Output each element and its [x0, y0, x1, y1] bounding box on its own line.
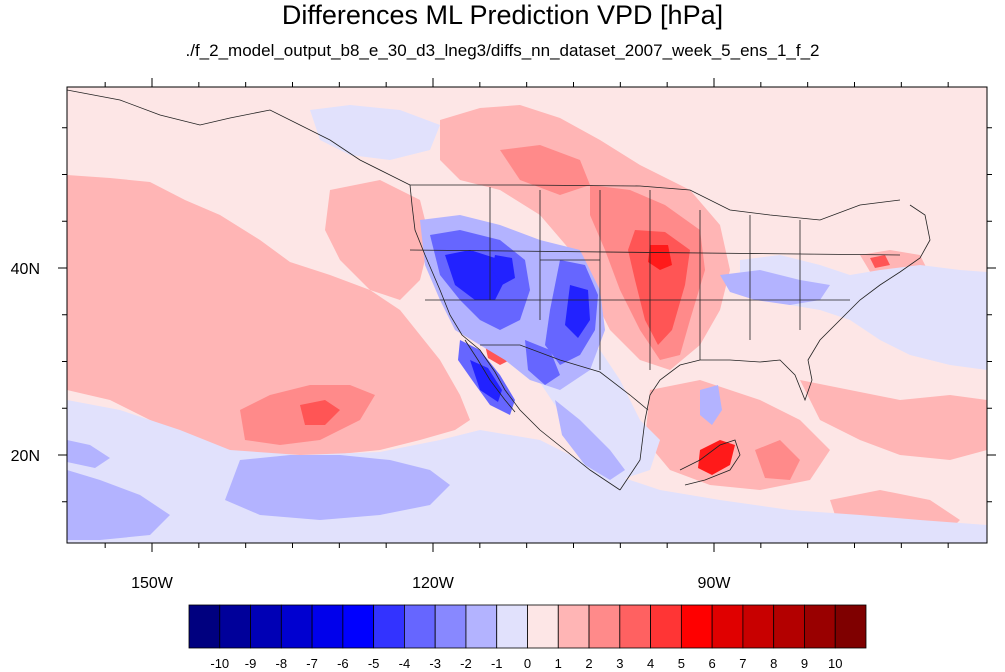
colorbar-label: 0: [524, 656, 531, 671]
colorbar-swatch: [373, 604, 405, 649]
colorbar-label: -6: [337, 656, 349, 671]
field-minus2-mexico: [555, 400, 625, 480]
field-plus1-atlantic: [800, 380, 987, 460]
y-tick-label: 20N: [11, 448, 40, 465]
field-plus1-baja: [325, 180, 430, 300]
colorbar-swatch: [465, 604, 498, 649]
x-tick-label: 120W: [412, 575, 455, 592]
field-plus2-north: [500, 145, 590, 195]
colorbar-label: 3: [616, 656, 623, 671]
colorbar-swatch: [834, 604, 867, 649]
colorbar-label: 5: [678, 656, 685, 671]
axis-ticks: [58, 78, 996, 552]
colorbar-swatch: [280, 604, 313, 649]
field-minus5-baja: [470, 360, 502, 402]
field-minus2-southeast: [720, 270, 830, 305]
colorbar: [188, 604, 867, 649]
colorbar-swatch: [404, 604, 436, 649]
colorbar-label: 4: [647, 656, 654, 671]
colorbar-label: 8: [770, 656, 777, 671]
canada-coast: [67, 89, 411, 186]
colorbar-swatch: [773, 604, 805, 649]
field-plus6-regions: [648, 245, 735, 475]
political-boundaries: [67, 89, 931, 491]
field-minus3-sonora: [525, 340, 560, 385]
colorbar-label: 1: [555, 656, 562, 671]
colorbar-label: -8: [276, 656, 288, 671]
coastline-west: [409, 184, 621, 491]
colorbar-swatch: [527, 604, 559, 649]
field-plus6-yucatan: [698, 440, 735, 475]
field-minus2-hawaii: [67, 440, 110, 468]
colorbar-label: 9: [801, 656, 808, 671]
colorbar-label: -10: [210, 656, 229, 671]
colorbar-label: 7: [739, 656, 746, 671]
colorbar-swatch: [804, 604, 836, 649]
field-plus3-northeast: [870, 255, 890, 268]
colorbar-label: -2: [460, 656, 472, 671]
field-plus3-central: [628, 230, 690, 345]
y-tick-label: 40N: [11, 261, 40, 278]
colorbar-swatch: [342, 604, 375, 649]
colorbar-label: -7: [306, 656, 318, 671]
colorbar-swatch: [742, 604, 775, 649]
map-title: Differences ML Prediction VPD [hPa]: [281, 0, 724, 30]
coastline-gulf: [619, 204, 931, 491]
coastline-yucatan: [679, 439, 741, 486]
state-lines: [409, 187, 901, 370]
colorbar-label: 10: [828, 656, 842, 671]
colorbar-label: 6: [709, 656, 716, 671]
colorbar-swatch: [188, 604, 221, 649]
colorbar-swatch: [434, 604, 467, 649]
vpd-difference-field: [67, 87, 987, 543]
field-plus3-regions: [300, 230, 890, 425]
field-plus2-gulf: [755, 440, 800, 480]
colorbar-swatch: [588, 604, 621, 649]
colorbar-swatch: [680, 604, 713, 649]
colorbar-label: 2: [585, 656, 592, 671]
border-us-canada: [410, 184, 901, 221]
field-minus1-nw: [310, 105, 440, 160]
colorbar-swatch: [496, 604, 528, 649]
coastline-baja: [464, 339, 516, 413]
colorbar-swatch: [557, 604, 590, 649]
colorbar-label: -5: [368, 656, 380, 671]
axis-tick-labels: 150W 120W 90W 40N 20N: [11, 261, 732, 592]
colorbar-labels: -10 -9 -8 -7 -6 -5 -4 -3 -2 -1 0 1 2 3 4 5 6 7 8 9 10: [210, 656, 842, 671]
colorbar-swatch: [219, 604, 251, 649]
field-minus5-colorado: [565, 285, 590, 338]
x-tick-label: 90W: [698, 575, 732, 592]
x-tick-label: 150W: [131, 575, 174, 592]
colorbar-label: -4: [399, 656, 411, 671]
colorbar-swatch: [250, 604, 282, 649]
field-minus2-west: [67, 470, 170, 540]
field-plus3-pacific: [300, 400, 340, 425]
map-subtitle: ./f_2_model_output_b8_e_30_d3_lneg3/diff…: [185, 41, 820, 60]
field-minus2-gulf: [700, 385, 722, 425]
field-plus6-kansas: [648, 245, 672, 270]
colorbar-label: -9: [245, 656, 257, 671]
colorbar-swatch: [619, 604, 651, 649]
field-minus5-utah: [492, 255, 515, 285]
border-us-mexico: [480, 344, 649, 411]
colorbar-swatch: [711, 604, 744, 649]
colorbar-label: -3: [429, 656, 441, 671]
colorbar-swatch: [650, 604, 682, 649]
colorbar-swatch: [311, 604, 344, 649]
field-plus1-pacific-west: [67, 175, 470, 460]
colorbar-label: -1: [491, 656, 503, 671]
field-minus2-pacific: [225, 455, 450, 520]
